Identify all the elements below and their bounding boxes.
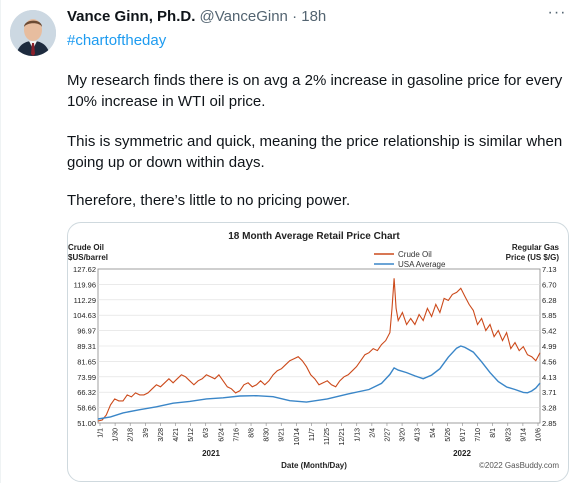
x-tick-label: 1/13	[354, 428, 361, 442]
x-tick-label: 4/21	[173, 428, 180, 442]
legend-usa-label: USA Average	[398, 260, 446, 269]
price-chart: 18 Month Average Retail Price Chart Crud…	[68, 231, 560, 470]
author-avatar[interactable]	[10, 10, 56, 56]
left-tick-label: 127.62	[73, 265, 96, 274]
chart-title: 18 Month Average Retail Price Chart	[228, 231, 400, 242]
x-tick-label: 2/27	[384, 428, 391, 442]
right-tick-label: 4.99	[542, 342, 557, 351]
right-tick-label: 3.28	[542, 404, 557, 413]
header-separator: ·	[292, 8, 298, 25]
left-axis-label-line1: Crude Oil	[68, 243, 104, 252]
right-tick-label: 4.13	[542, 373, 557, 382]
x-tick-label: 1/30	[113, 428, 120, 442]
x-tick-label: 1/1	[98, 428, 105, 438]
right-tick-label: 5.85	[542, 311, 557, 320]
x-tick-label: 12/21	[339, 428, 346, 446]
left-tick-label: 81.65	[77, 357, 96, 366]
x-tick-label: 6/3	[203, 428, 210, 438]
tweet-text-paragraph-2: This is symmetric and quick, meaning the…	[67, 133, 563, 171]
more-options-icon[interactable]: ···	[547, 4, 567, 21]
left-tick-label: 119.96	[74, 280, 96, 289]
x-tick-label: 4/13	[415, 428, 422, 442]
left-tick-label: 89.31	[77, 342, 96, 351]
year-label-2022: 2022	[453, 449, 471, 458]
chart-watermark: ©2022 GasBuddy.com	[479, 461, 559, 470]
left-tick-label: 73.99	[77, 373, 96, 382]
tweet-media-chart[interactable]: 18 Month Average Retail Price Chart Crud…	[67, 222, 569, 482]
right-tick-label: 4.56	[542, 357, 557, 366]
left-tick-label: 58.66	[77, 404, 96, 413]
x-axis-ticks: 1/1 1/30 2/18 3/9 3/28 4/21 5/12 6/3 6/24 7/16 8/8…	[98, 428, 543, 446]
left-tick-label: 66.32	[77, 388, 96, 397]
author-name[interactable]: Vance Ginn, Ph.D.	[67, 8, 196, 25]
right-tick-label: 6.28	[542, 296, 557, 305]
x-tick-label: 8/30	[264, 428, 271, 442]
x-tick-label: 9/14	[520, 428, 527, 442]
left-tick-label: 51.00	[77, 419, 96, 428]
x-tick-label: 3/28	[158, 428, 165, 442]
x-tick-label: 7/10	[475, 428, 482, 442]
left-axis-ticks: 51.00 58.66 66.32 73.99 81.65 89.31 96.97 104.6…	[73, 265, 96, 428]
left-tick-label: 112.29	[74, 296, 96, 305]
left-tick-label: 96.97	[77, 327, 96, 336]
tweet-header: Vance Ginn, Ph.D. @VanceGinn · 18h	[67, 8, 326, 25]
x-tick-label: 11/7	[309, 428, 316, 441]
left-tick-label: 104.63	[73, 311, 96, 320]
x-tick-label: 2/4	[369, 428, 376, 438]
series-line-crude-oil	[97, 278, 541, 422]
x-tick-label: 8/23	[505, 428, 512, 442]
x-tick-label: 8/1	[490, 428, 497, 438]
right-axis-label-line2: Price (US $/G)	[506, 253, 560, 262]
gridlines	[98, 284, 540, 426]
x-tick-label: 10/14	[294, 428, 301, 446]
x-tick-label: 6/17	[460, 428, 467, 442]
tweet-text-paragraph-3: Therefore, there’s little to no pricing …	[67, 192, 351, 209]
author-handle[interactable]: @VanceGinn	[199, 8, 288, 25]
tweet-timestamp[interactable]: 18h	[301, 8, 327, 25]
x-axis-title: Date (Month/Day)	[281, 461, 347, 470]
x-tick-label: 2/18	[128, 428, 135, 442]
x-tick-label: 5/4	[430, 428, 437, 438]
legend-crude-label: Crude Oil	[398, 250, 432, 259]
x-tick-label: 11/25	[324, 428, 331, 445]
x-tick-label: 5/26	[445, 428, 452, 442]
right-axis-label-line1: Regular Gas	[512, 243, 560, 252]
right-tick-label: 2.85	[542, 419, 557, 428]
x-tick-label: 3/20	[400, 428, 407, 442]
right-axis-ticks: 2.85 3.28 3.71 4.13 4.56 4.99 5.42 5.85 6.28 6.70…	[542, 265, 557, 428]
x-tick-label: 9/21	[279, 428, 286, 442]
timeline-divider	[0, 0, 1, 483]
x-tick-label: 10/6	[536, 428, 543, 442]
year-label-2021: 2021	[202, 449, 220, 458]
x-tick-label: 5/12	[188, 428, 195, 442]
left-axis-label-line2: $US/barrel	[68, 253, 108, 262]
x-tick-label: 6/24	[218, 428, 225, 442]
x-tick-label: 7/16	[233, 428, 240, 442]
x-tick-label: 3/9	[143, 428, 150, 438]
hashtag-link[interactable]: #chartoftheday	[67, 32, 167, 49]
x-tick-label: 8/8	[249, 428, 256, 438]
right-tick-label: 5.42	[542, 327, 557, 336]
right-tick-label: 6.70	[542, 280, 557, 289]
avatar-image	[10, 10, 56, 56]
series-line-usa-average	[97, 345, 541, 420]
right-tick-label: 3.71	[542, 388, 557, 397]
right-tick-label: 7.13	[542, 265, 557, 274]
tweet-text-paragraph-1: My research finds there is on avg a 2% i…	[67, 72, 563, 110]
